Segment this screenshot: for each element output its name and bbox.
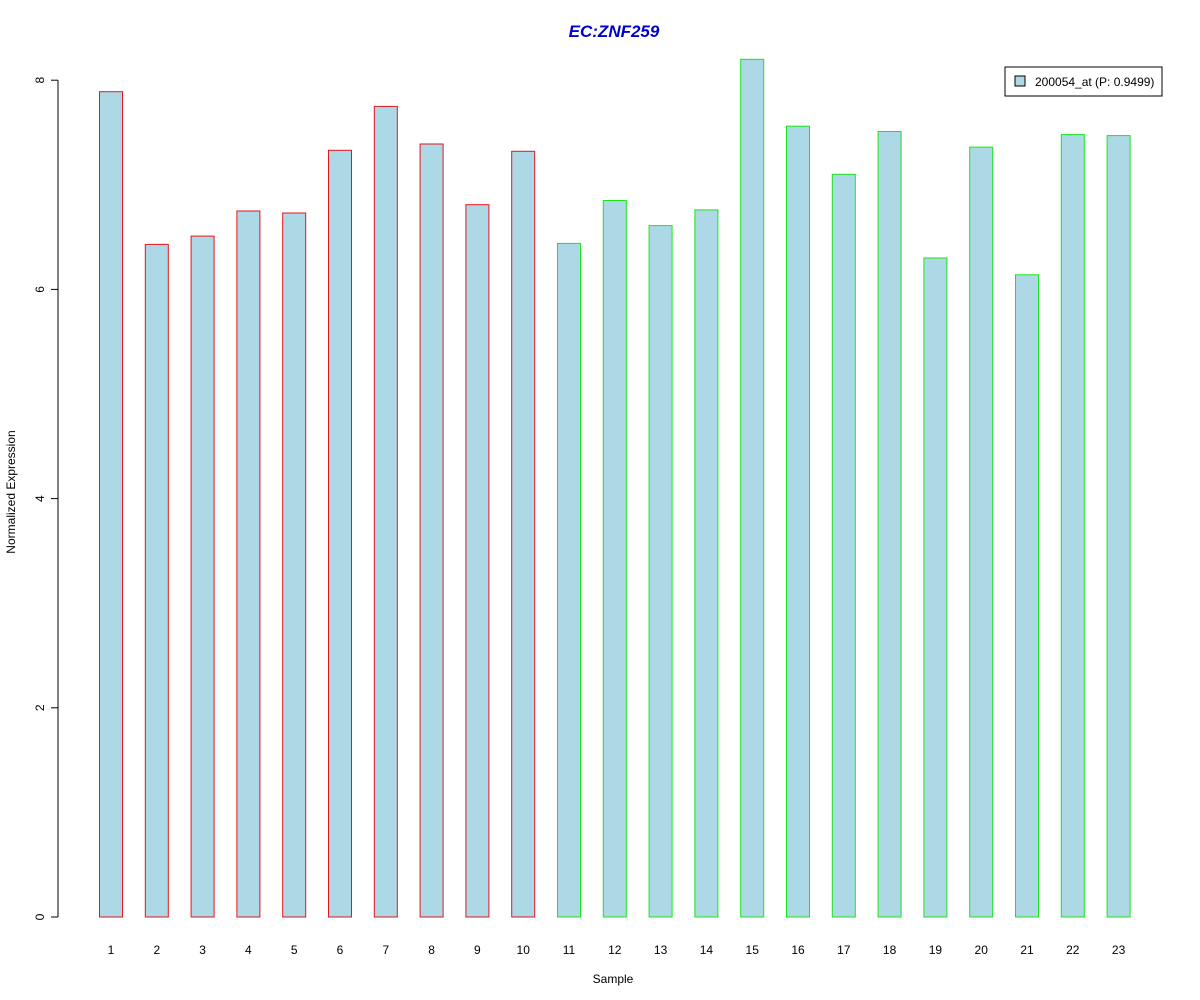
legend-swatch [1014, 75, 1026, 87]
x-tick-label: 10 [517, 943, 531, 957]
x-tick-label: 13 [654, 943, 668, 957]
bars-group [99, 58, 1131, 918]
x-tick-label: 9 [474, 943, 481, 957]
bar-sample-15 [740, 58, 765, 918]
x-tick-label: 23 [1112, 943, 1126, 957]
x-tick-label: 15 [746, 943, 760, 957]
bar-sample-6 [328, 149, 352, 918]
legend: 200054_at (P: 0.9499) [1004, 66, 1163, 97]
x-tick-label: 2 [153, 943, 160, 957]
bar-sample-7 [373, 105, 398, 918]
bar-sample-16 [786, 125, 810, 918]
x-tick-label: 5 [291, 943, 298, 957]
bar-sample-8 [419, 143, 444, 918]
bar-sample-5 [282, 212, 307, 918]
bar-sample-1 [99, 91, 123, 918]
x-tick-label: 19 [929, 943, 943, 957]
y-tick-label: 4 [33, 495, 47, 502]
x-tick-label: 22 [1066, 943, 1080, 957]
x-axis-labels: 1 2 3 4 5 6 7 8 9 10 11 12 13 14 15 16 17 18 19 20 21 22 23 [108, 943, 1126, 957]
y-axis: 0 2 4 6 8 [33, 77, 59, 920]
x-tick-label: 4 [245, 943, 252, 957]
x-tick-label: 12 [608, 943, 622, 957]
bar-sample-10 [511, 150, 536, 918]
x-tick-label: 14 [700, 943, 714, 957]
bar-sample-17 [831, 173, 856, 918]
bar-sample-3 [190, 235, 215, 918]
x-tick-label: 6 [337, 943, 344, 957]
bar-sample-19 [923, 257, 948, 918]
x-tick-label: 8 [428, 943, 435, 957]
y-axis-title: Normalized Expression [4, 430, 18, 553]
bar-sample-4 [236, 210, 261, 918]
x-tick-label: 11 [563, 943, 576, 957]
x-tick-label: 3 [199, 943, 206, 957]
bar-sample-9 [465, 204, 490, 918]
y-tick-label: 8 [33, 77, 47, 84]
bar-sample-13 [648, 225, 673, 918]
bar-sample-11 [557, 242, 581, 918]
bar-sample-22 [1060, 134, 1085, 918]
y-tick-label: 0 [33, 913, 47, 920]
bar-sample-2 [144, 243, 169, 918]
bar-sample-12 [602, 200, 627, 918]
x-tick-label: 20 [975, 943, 989, 957]
bar-sample-23 [1106, 135, 1131, 918]
bar-sample-18 [877, 131, 902, 918]
x-axis-title: Sample [593, 972, 634, 986]
x-tick-label: 18 [883, 943, 897, 957]
legend-box [1004, 66, 1163, 97]
y-tick-label: 6 [33, 286, 47, 293]
x-tick-label: 21 [1020, 943, 1034, 957]
bar-sample-20 [969, 146, 994, 918]
x-tick-label: 16 [791, 943, 805, 957]
y-tick-label: 2 [33, 704, 47, 711]
x-tick-label: 17 [837, 943, 851, 957]
bar-sample-14 [694, 209, 719, 918]
chart-title: EC:ZNF259 [569, 22, 660, 41]
x-tick-label: 7 [382, 943, 389, 957]
bar-sample-21 [1015, 274, 1039, 918]
legend-label: 200054_at (P: 0.9499) [1035, 75, 1154, 89]
x-tick-label: 1 [108, 943, 115, 957]
